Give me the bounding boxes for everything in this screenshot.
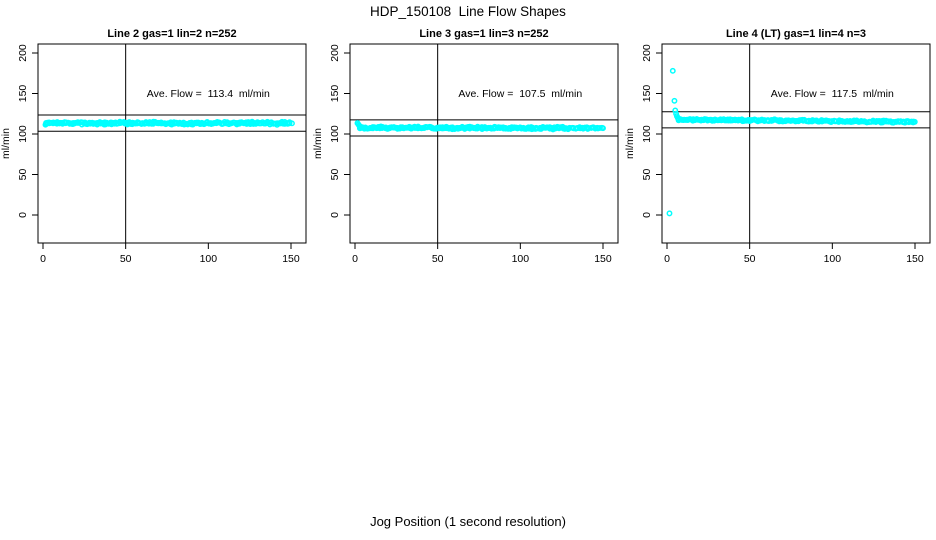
flow-panel-line-3: 0 50 100 150 0 50 100 150 200 Line 3 gas=1 lin=3 … (312, 28, 619, 265)
x-tick-label: 50 (744, 253, 756, 265)
panel-title: Line 2 gas=1 lin=2 n=252 (107, 28, 236, 40)
y-tick-label: 200 (17, 44, 29, 62)
ave-flow-annotation: Ave. Flow = 117.5 ml/min (771, 88, 894, 100)
x-axis-figure-label: Jog Position (1 second resolution) (370, 514, 566, 529)
flow-point (669, 67, 676, 74)
x-tick-label: 0 (352, 253, 358, 265)
flow-panel-line-2: 0 50 100 150 0 50 100 150 200 Line 2 gas=1 lin=2 … (0, 28, 307, 265)
y-axis: 0 50 100 150 200 (329, 44, 350, 218)
y-tick-label: 0 (641, 212, 653, 218)
y-axis-label: ml/min (0, 128, 12, 159)
flow-point (600, 125, 606, 132)
y-tick-label: 100 (17, 125, 29, 143)
y-tick-label: 100 (641, 125, 653, 143)
ave-flow-annotation: Ave. Flow = 107.5 ml/min (458, 88, 582, 100)
x-tick-label: 150 (594, 253, 612, 265)
y-tick-label: 50 (17, 169, 29, 181)
panel-title: Line 4 (LT) gas=1 lin=4 n=3 (726, 28, 866, 40)
y-tick-label: 150 (641, 85, 653, 103)
x-tick-label: 100 (824, 253, 842, 265)
plot-box (349, 43, 619, 244)
y-tick-label: 0 (329, 212, 341, 218)
data-points (666, 67, 918, 217)
x-axis: 0 50 100 150 (352, 243, 612, 265)
x-tick-label: 50 (120, 253, 132, 265)
y-tick-label: 0 (17, 212, 29, 218)
data-points (354, 120, 606, 133)
x-tick-label: 100 (512, 253, 530, 265)
plot-box (37, 43, 307, 244)
data-points (42, 118, 295, 128)
y-tick-label: 100 (329, 125, 341, 143)
flow-point (671, 97, 678, 104)
panel-title: Line 3 gas=1 lin=3 n=252 (419, 28, 548, 40)
figure-title: HDP_150108 Line Flow Shapes (370, 4, 566, 19)
x-tick-label: 150 (906, 253, 924, 265)
y-axis: 0 50 100 150 200 (641, 44, 662, 218)
y-axis-label: ml/min (312, 128, 324, 159)
x-tick-label: 0 (664, 253, 670, 265)
x-tick-label: 0 (40, 253, 46, 265)
flow-point (379, 124, 386, 130)
flow-panel-line-4-lt: 0 50 100 150 0 50 100 150 200 Line 4 (LT) gas=1 l… (624, 28, 931, 265)
ave-flow-annotation: Ave. Flow = 113.4 ml/min (147, 88, 270, 100)
y-tick-label: 50 (641, 169, 653, 181)
flow-point (911, 118, 918, 125)
x-tick-label: 150 (282, 253, 300, 265)
x-axis: 0 50 100 150 (664, 243, 924, 265)
y-tick-label: 150 (329, 85, 341, 103)
y-axis: 0 50 100 150 200 (17, 44, 38, 218)
y-tick-label: 50 (329, 169, 341, 181)
x-axis: 0 50 100 150 (40, 243, 300, 265)
flow-point (666, 210, 673, 217)
x-tick-label: 50 (432, 253, 444, 265)
y-axis-label: ml/min (624, 128, 636, 159)
y-tick-label: 200 (641, 44, 653, 62)
y-tick-label: 150 (17, 85, 29, 103)
y-tick-label: 200 (329, 44, 341, 62)
x-tick-label: 100 (200, 253, 218, 265)
plot-box (661, 43, 931, 244)
flow-point (672, 107, 679, 114)
flow-point (289, 120, 295, 127)
